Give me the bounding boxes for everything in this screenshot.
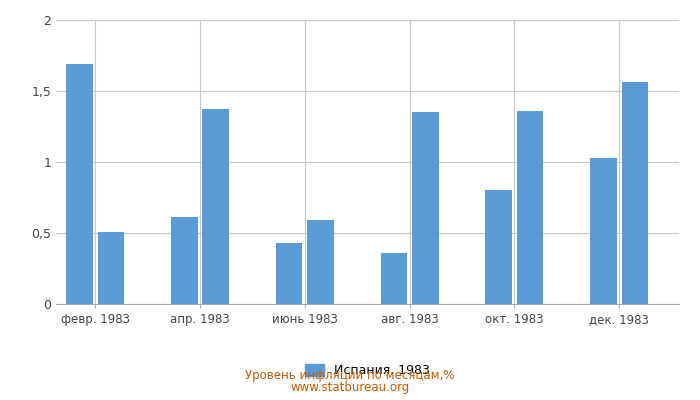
- Bar: [202, 110, 229, 304]
- Bar: [307, 220, 334, 304]
- Bar: [590, 158, 617, 304]
- Bar: [486, 190, 512, 304]
- Text: Уровень инфляции по месяцам,%: Уровень инфляции по месяцам,%: [245, 370, 455, 382]
- Text: www.statbureau.org: www.statbureau.org: [290, 382, 410, 394]
- Bar: [517, 111, 543, 304]
- Bar: [66, 64, 93, 304]
- Bar: [622, 82, 648, 304]
- Bar: [412, 112, 438, 304]
- Bar: [171, 217, 197, 304]
- Bar: [381, 253, 407, 304]
- Bar: [276, 243, 302, 304]
- Legend: Испания, 1983: Испания, 1983: [300, 358, 435, 382]
- Bar: [98, 232, 124, 304]
